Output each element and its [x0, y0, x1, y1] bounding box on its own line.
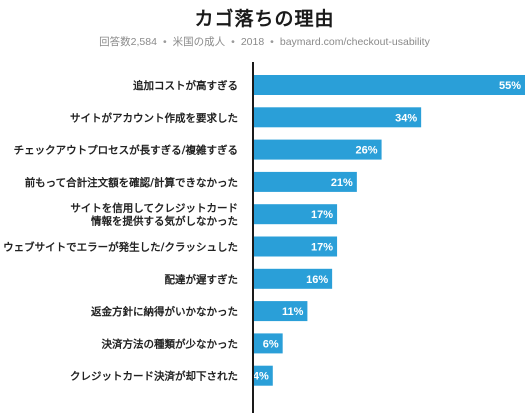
subtitle-separator: •: [162, 36, 167, 48]
bar-value-label: 4%: [253, 371, 269, 383]
bar: [253, 139, 382, 160]
category-label: サイトがアカウント作成を要求した: [70, 111, 238, 124]
subtitle-population: 米国の成人: [172, 36, 226, 48]
bar-value-label: 16%: [306, 274, 328, 286]
bar: [253, 107, 422, 128]
category-label: 返金方針に納得がいかなかった: [91, 305, 238, 318]
bar-value-label: 6%: [263, 338, 279, 350]
bar-row: 17% サイトを信用してクレジットカード情報を提供する気がしなかった: [70, 202, 338, 228]
category-label: ウェブサイトでエラーが発生した/クラッシュした: [3, 241, 238, 254]
bar: [253, 333, 283, 354]
bar: [253, 268, 333, 289]
bar: [253, 171, 357, 192]
bar-row: 55% 追加コストが高すぎる: [133, 75, 525, 95]
bar-value-label: 17%: [311, 242, 333, 254]
bar-row: 6% 決済方法の種類が少なかった: [102, 333, 283, 354]
bar: [253, 236, 338, 257]
bar-row: 4% クレジットカード決済が却下された: [70, 365, 273, 386]
bar-value-label: 55%: [499, 80, 521, 92]
subtitle-source: baymard.com/checkout-usability: [279, 36, 430, 48]
subtitle-respondents: 回答数2,584: [99, 36, 157, 48]
bar-row: 11% 返金方針に納得がいかなかった: [91, 301, 308, 322]
bar-row: 34% サイトがアカウント作成を要求した: [70, 107, 422, 128]
category-label: チェックアウトプロセスが長すぎる/複雑すぎる: [14, 144, 238, 157]
bar-value-label: 34%: [395, 112, 417, 124]
category-label: 前もって合計注文額を確認/計算できなかった: [25, 176, 238, 189]
category-label: 追加コストが高すぎる: [133, 79, 238, 92]
chart-title: カゴ落ちの理由: [194, 8, 335, 30]
category-label: クレジットカード決済が却下された: [70, 370, 238, 383]
chart-subtitle: 回答数2,584 • 米国の成人 • 2018 • baymard.com/checkout…: [0, 34, 529, 49]
bar-value-label: 26%: [356, 145, 378, 157]
subtitle-year: 2018: [240, 36, 265, 48]
bar-value-label: 11%: [282, 306, 304, 318]
bar-row: 16% 配達が遅すぎた: [165, 268, 333, 289]
category-label: サイトを信用してクレジットカード情報を提供する気がしなかった: [70, 202, 238, 228]
bar-row: 17% ウェブサイトでエラーが発生した/クラッシュした: [3, 236, 338, 257]
bar: [253, 301, 308, 322]
bar: [253, 365, 273, 386]
category-label: 決済方法の種類が少なかった: [102, 337, 239, 350]
bar: [253, 204, 338, 225]
bar-value-label: 17%: [311, 209, 333, 221]
bar-row: 26% チェックアウトプロセスが長すぎる/複雑すぎる: [14, 139, 382, 160]
bar-row: 21% 前もって合計注文額を確認/計算できなかった: [25, 171, 357, 192]
category-label: 配達が遅すぎた: [165, 273, 239, 286]
subtitle-separator: •: [270, 36, 274, 48]
bar: [253, 75, 525, 95]
bar-value-label: 21%: [331, 177, 353, 189]
subtitle-separator: •: [231, 36, 235, 48]
